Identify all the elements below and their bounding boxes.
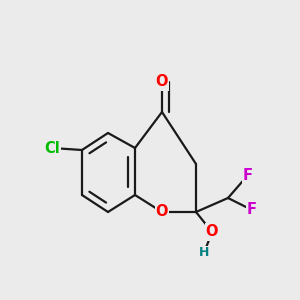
Text: O: O: [156, 205, 168, 220]
Text: O: O: [156, 74, 168, 89]
Text: F: F: [247, 202, 257, 217]
Text: F: F: [243, 167, 253, 182]
Text: O: O: [206, 224, 218, 239]
Text: H: H: [199, 247, 209, 260]
Text: Cl: Cl: [44, 140, 60, 155]
